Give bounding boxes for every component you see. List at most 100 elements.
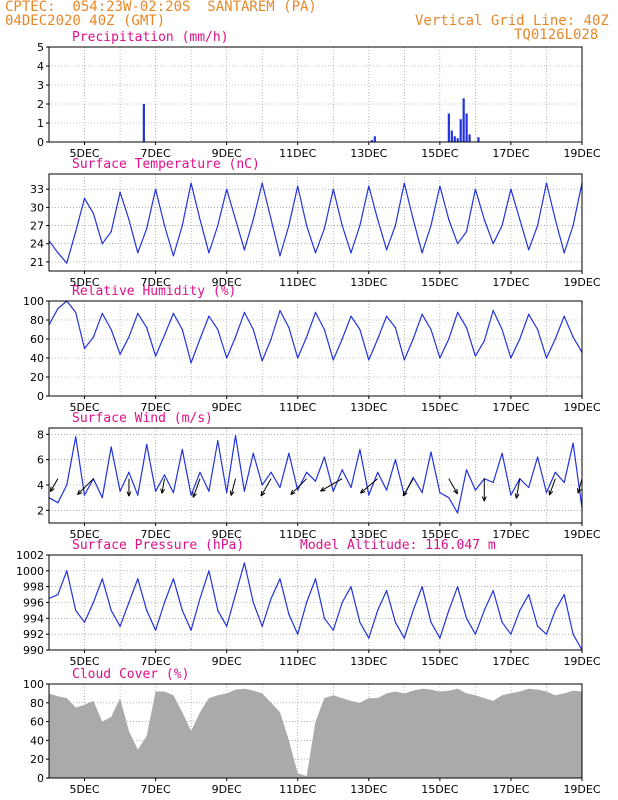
y-tick-label: 994: [23, 612, 44, 625]
data-point: [439, 492, 441, 494]
y-tick-label: 2: [37, 98, 44, 111]
data-point: [279, 486, 281, 489]
data-point: [474, 633, 476, 635]
x-tick-label: 5DEC: [69, 276, 99, 289]
data-point: [234, 435, 237, 437]
y-tick-label: 3: [37, 79, 44, 92]
data-point: [226, 188, 228, 190]
panel-4: Surface Pressure (hPa) Model Altitude: 11…: [16, 538, 601, 668]
y-tick-label: 20: [30, 371, 44, 384]
data-point: [306, 224, 308, 227]
data-point: [243, 249, 246, 251]
data-point: [288, 327, 290, 329]
y-tick-label: 4: [37, 60, 44, 73]
data-point: [163, 224, 166, 227]
data-point: [528, 593, 530, 596]
data-point: [199, 338, 201, 340]
panel-title: Cloud Cover (%): [72, 667, 189, 682]
wind-vector: [577, 478, 583, 494]
data-point: [146, 609, 148, 612]
x-tick-label: 11DEC: [279, 655, 316, 668]
data-point: [457, 512, 459, 514]
grid-note: Vertical Grid Line: 40Z: [415, 13, 609, 29]
data-point: [332, 490, 334, 492]
data-point: [377, 338, 379, 340]
x-tick-label: 5DEC: [69, 783, 99, 796]
data-point: [421, 252, 423, 254]
x-tick-label: 19DEC: [563, 276, 600, 289]
wind-vector-head: [229, 490, 235, 496]
panel-title: Surface Wind (m/s): [72, 411, 213, 426]
panel-5: Cloud Cover (%) 0 20 40 60 80 100 5DEC 7DEC 9DEC 1…: [23, 667, 601, 796]
data-point: [439, 185, 441, 187]
data-point: [563, 593, 565, 596]
data-point: [421, 586, 423, 588]
y-tick-label: 0: [37, 136, 44, 149]
data-point: [288, 452, 290, 454]
wind-vector-head: [320, 486, 326, 492]
precip-bar: [453, 136, 456, 142]
data-point: [270, 338, 272, 340]
data-point: [483, 218, 485, 221]
wind-vector-head: [77, 489, 83, 496]
y-tick-label: 100: [23, 678, 44, 691]
data-point: [465, 617, 468, 619]
data-point: [448, 338, 450, 340]
panel-frame: [48, 46, 583, 143]
data-point: [288, 613, 290, 615]
data-point: [119, 353, 121, 355]
data-point: [190, 182, 192, 184]
data-point: [83, 347, 86, 350]
x-tick-label: 17DEC: [492, 147, 529, 160]
data-point: [359, 621, 361, 623]
x-tick-label: 15DEC: [421, 276, 458, 289]
data-point: [412, 338, 414, 340]
x-tick-label: 15DEC: [421, 528, 458, 541]
data-point: [306, 601, 308, 604]
data-point: [448, 497, 450, 499]
data-point: [101, 497, 103, 499]
panel-1: Surface Temperature (nC) 21 24 27 30 33 5DEC 7D…: [30, 157, 601, 289]
data-point: [199, 218, 201, 221]
wind-vector-head: [514, 493, 520, 499]
panel-0: Precipitation (mm/h) 0 1 2 3 4 5 5DEC 7DEC 9DEC 11…: [37, 30, 601, 160]
data-point: [314, 578, 317, 580]
data-point: [332, 629, 334, 631]
data-point: [75, 609, 77, 612]
data-point: [297, 185, 299, 187]
panel-title: Surface Temperature (nC): [72, 157, 260, 172]
data-point: [519, 609, 521, 612]
data-point: [288, 224, 290, 227]
precip-bar: [477, 137, 480, 142]
data-point: [439, 357, 441, 359]
data-point: [314, 311, 317, 313]
y-tick-label: 992: [23, 628, 44, 641]
precip-bar: [459, 119, 462, 142]
x-tick-label: 13DEC: [350, 276, 387, 289]
x-tick-label: 9DEC: [212, 783, 242, 796]
data-point: [75, 311, 77, 313]
wind-vector: [290, 478, 307, 495]
data-point: [385, 315, 388, 317]
data-point: [394, 621, 397, 623]
data-point: [128, 336, 130, 338]
data-point: [377, 218, 379, 221]
data-point: [430, 224, 432, 227]
data-point: [128, 601, 130, 604]
data-point: [430, 328, 432, 331]
data-point: [341, 338, 343, 340]
data-point: [323, 227, 325, 230]
x-tick-label: 7DEC: [141, 655, 171, 668]
data-point: [341, 224, 343, 227]
y-tick-label: 1000: [16, 565, 44, 578]
data-point: [350, 586, 352, 588]
data-point: [403, 359, 405, 361]
data-point: [536, 328, 539, 331]
x-tick-label: 7DEC: [141, 528, 171, 541]
data-point: [208, 315, 210, 317]
data-point: [350, 252, 352, 254]
data-point: [545, 492, 548, 494]
data-point: [279, 309, 281, 312]
data-point: [172, 255, 174, 257]
data-point: [439, 637, 441, 639]
